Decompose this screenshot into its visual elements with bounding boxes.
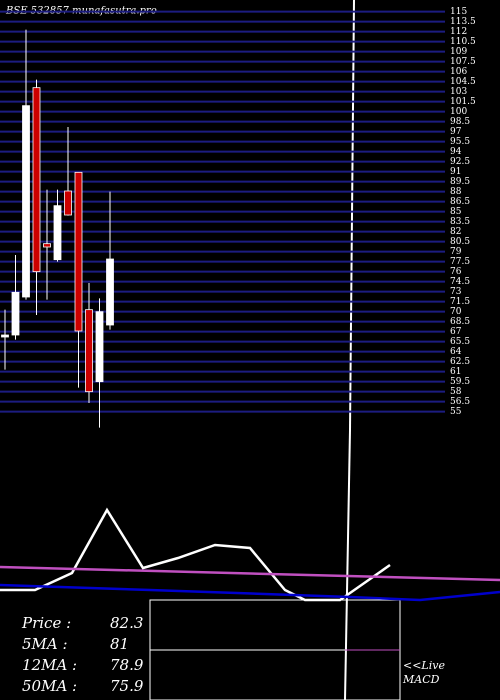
candle-body [74,171,83,332]
y-tick-label: 113.5 [450,17,476,27]
y-tick-label: 58 [450,387,462,397]
y-tick-label: 103 [450,87,467,97]
y-tick-label: 109 [450,47,467,57]
indicator-label: 12MA : [22,656,77,674]
indicator-label: 5MA : [22,635,68,653]
macd-label: MACD [402,673,440,686]
y-tick-label: 70 [450,307,462,317]
candle-body [85,309,93,393]
indicator-value: 81 [110,635,129,653]
y-tick-label: 65.5 [450,337,470,347]
y-tick-label: 83.5 [450,217,470,227]
y-tick-label: 68.5 [450,317,470,327]
candle-body [106,258,114,326]
indicator-value: 78.9 [110,656,144,674]
y-tick-label: 112 [450,27,467,37]
y-tick-label: 88 [450,187,462,197]
y-tick-label: 80.5 [450,237,470,247]
y-tick-label: 62.5 [450,357,470,367]
y-tick-label: 86.5 [450,197,470,207]
candle-body [1,334,9,338]
candle-body [95,311,104,383]
y-tick-label: 115 [450,7,467,17]
candle-body [11,291,20,336]
y-tick-label: 95.5 [450,137,470,147]
y-tick-label: 97 [450,127,462,137]
y-tick-label: 79 [450,247,462,257]
y-tick-label: 74.5 [450,277,470,287]
candle-body [22,105,30,298]
indicator-value: 75.9 [110,677,144,695]
indicator-value: 82.3 [110,614,143,632]
y-tick-label: 107.5 [450,57,476,67]
y-tick-label: 82 [450,227,461,237]
y-tick-label: 98.5 [450,117,470,127]
candle-body [32,87,41,273]
y-tick-label: 64 [450,347,462,357]
y-tick-label: 55 [450,407,462,417]
candle-body [53,205,62,261]
y-tick-label: 100 [450,107,467,117]
y-tick-label: 61 [450,367,461,377]
candle-body [43,243,51,248]
y-tick-label: 71.5 [450,297,470,307]
y-tick-label: 67 [450,327,462,337]
annotation: <<Live [403,659,445,672]
y-tick-label: 92.5 [450,157,470,167]
y-tick-label: 101.5 [450,97,476,107]
y-tick-label: 85 [450,207,462,217]
y-tick-label: 91 [450,167,461,177]
y-tick-label: 59.5 [450,377,470,387]
macd-line [0,565,500,582]
y-tick-label: 77.5 [450,257,470,267]
y-tick-label: 106 [450,67,467,77]
indicator-label: Price : [21,614,71,632]
y-tick-label: 56.5 [450,397,470,407]
y-tick-label: 76 [450,267,462,277]
y-tick-label: 89.5 [450,177,470,187]
candle-body [64,190,72,216]
y-tick-label: 104.5 [450,77,476,87]
macd-line [0,507,391,602]
y-tick-label: 73 [450,287,462,297]
macd-line [0,583,500,602]
y-tick-label: 110.5 [450,37,476,47]
y-tick-label: 94 [450,147,462,157]
indicator-label: 50MA : [22,677,77,695]
spike-line [344,429,351,700]
